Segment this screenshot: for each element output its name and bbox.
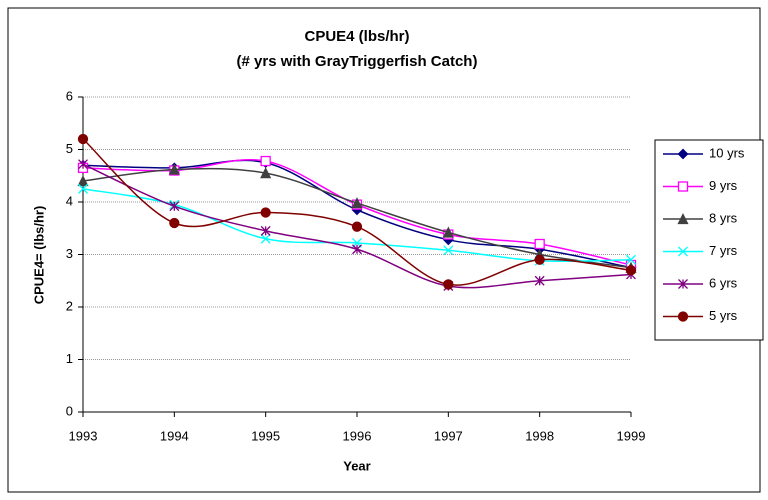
- legend-marker: [677, 213, 689, 225]
- x-tick-label: 1993: [69, 428, 98, 443]
- legend-label: 5 yrs: [709, 308, 738, 323]
- legend-label: 9 yrs: [709, 178, 738, 193]
- data-point: [169, 201, 180, 212]
- legend-marker: [677, 311, 689, 322]
- data-point: [168, 163, 180, 175]
- legend-marker: [678, 279, 688, 289]
- legend-marker: [678, 246, 688, 257]
- x-axis-title: Year: [343, 458, 370, 473]
- y-tick-label: 6: [66, 88, 73, 103]
- data-point: [351, 197, 363, 209]
- legend-label: 7 yrs: [709, 243, 738, 258]
- legend-label: 10 yrs: [709, 145, 745, 160]
- chart-title: CPUE4 (lbs/hr): [304, 28, 409, 45]
- y-tick-label: 4: [66, 193, 73, 208]
- chart-subtitle: (# yrs with GrayTriggerfish Catch): [237, 53, 478, 70]
- legend-label: 8 yrs: [709, 210, 738, 225]
- legend-marker: [677, 148, 689, 160]
- data-point: [534, 238, 545, 250]
- data-point: [169, 217, 180, 229]
- data-point: [77, 133, 89, 145]
- data-point: [260, 155, 271, 167]
- x-tick-label: 1999: [617, 428, 646, 443]
- data-point: [78, 183, 88, 194]
- legend-box: [654, 139, 764, 341]
- data-point: [443, 245, 454, 256]
- x-tick-label: 1994: [160, 428, 189, 443]
- y-tick-label: 5: [66, 141, 73, 156]
- x-tick-label: 1996: [343, 428, 372, 443]
- y-tick-label: 2: [66, 298, 73, 313]
- x-tick-label: 1995: [251, 428, 280, 443]
- data-point: [443, 279, 454, 290]
- x-tick-label: 1997: [434, 428, 463, 443]
- legend-marker: [677, 181, 689, 192]
- data-point: [442, 226, 454, 238]
- x-tick-label: 1998: [525, 428, 554, 443]
- data-point: [534, 254, 545, 265]
- data-point: [260, 167, 272, 179]
- legend-label: 6 yrs: [709, 275, 738, 290]
- data-point: [625, 265, 637, 276]
- data-point: [260, 207, 271, 218]
- chart-frame: [7, 7, 761, 493]
- data-point: [260, 233, 271, 244]
- y-tick-label: 0: [66, 403, 73, 418]
- data-point: [260, 225, 271, 236]
- data-point: [77, 175, 89, 187]
- data-point: [626, 254, 636, 265]
- y-tick-label: 3: [66, 246, 73, 261]
- data-point: [352, 244, 362, 255]
- data-point: [78, 159, 88, 170]
- data-point: [534, 275, 545, 286]
- data-point: [351, 221, 363, 232]
- y-axis-title: CPUE4= (lbs/hr): [31, 206, 46, 305]
- y-tick-label: 1: [66, 351, 73, 366]
